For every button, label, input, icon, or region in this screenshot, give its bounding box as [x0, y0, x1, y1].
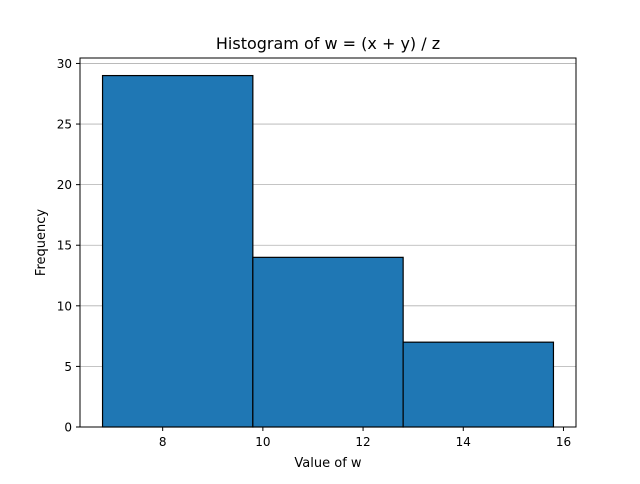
y-tick-label: 5	[64, 360, 72, 374]
x-axis-ticks: 8 10 12 14 16	[159, 427, 571, 449]
y-tick-label: 20	[57, 178, 72, 192]
x-tick-label: 10	[255, 435, 270, 449]
y-axis-ticks: 0 5 10 15 20 25 30	[57, 57, 80, 435]
histogram-bar	[252, 256, 404, 428]
x-axis-label: Value of w	[294, 456, 361, 471]
x-tick-label: 8	[159, 435, 167, 449]
y-tick-label: 10	[57, 299, 72, 313]
y-axis-label: Frequency	[34, 209, 49, 276]
y-tick-label: 15	[57, 239, 72, 253]
x-tick-label: 14	[456, 435, 471, 449]
chart-title: Histogram of w = (x + y) / z	[216, 34, 440, 53]
y-tick-label: 25	[57, 118, 72, 132]
x-tick-label: 12	[355, 435, 370, 449]
x-tick-label: 16	[556, 435, 571, 449]
y-tick-label: 30	[57, 57, 72, 71]
histogram-bar	[101, 74, 254, 428]
histogram-bars	[101, 74, 555, 428]
y-tick-label: 0	[64, 421, 72, 435]
axes-frame	[79, 57, 577, 428]
histogram-bar	[402, 341, 555, 428]
